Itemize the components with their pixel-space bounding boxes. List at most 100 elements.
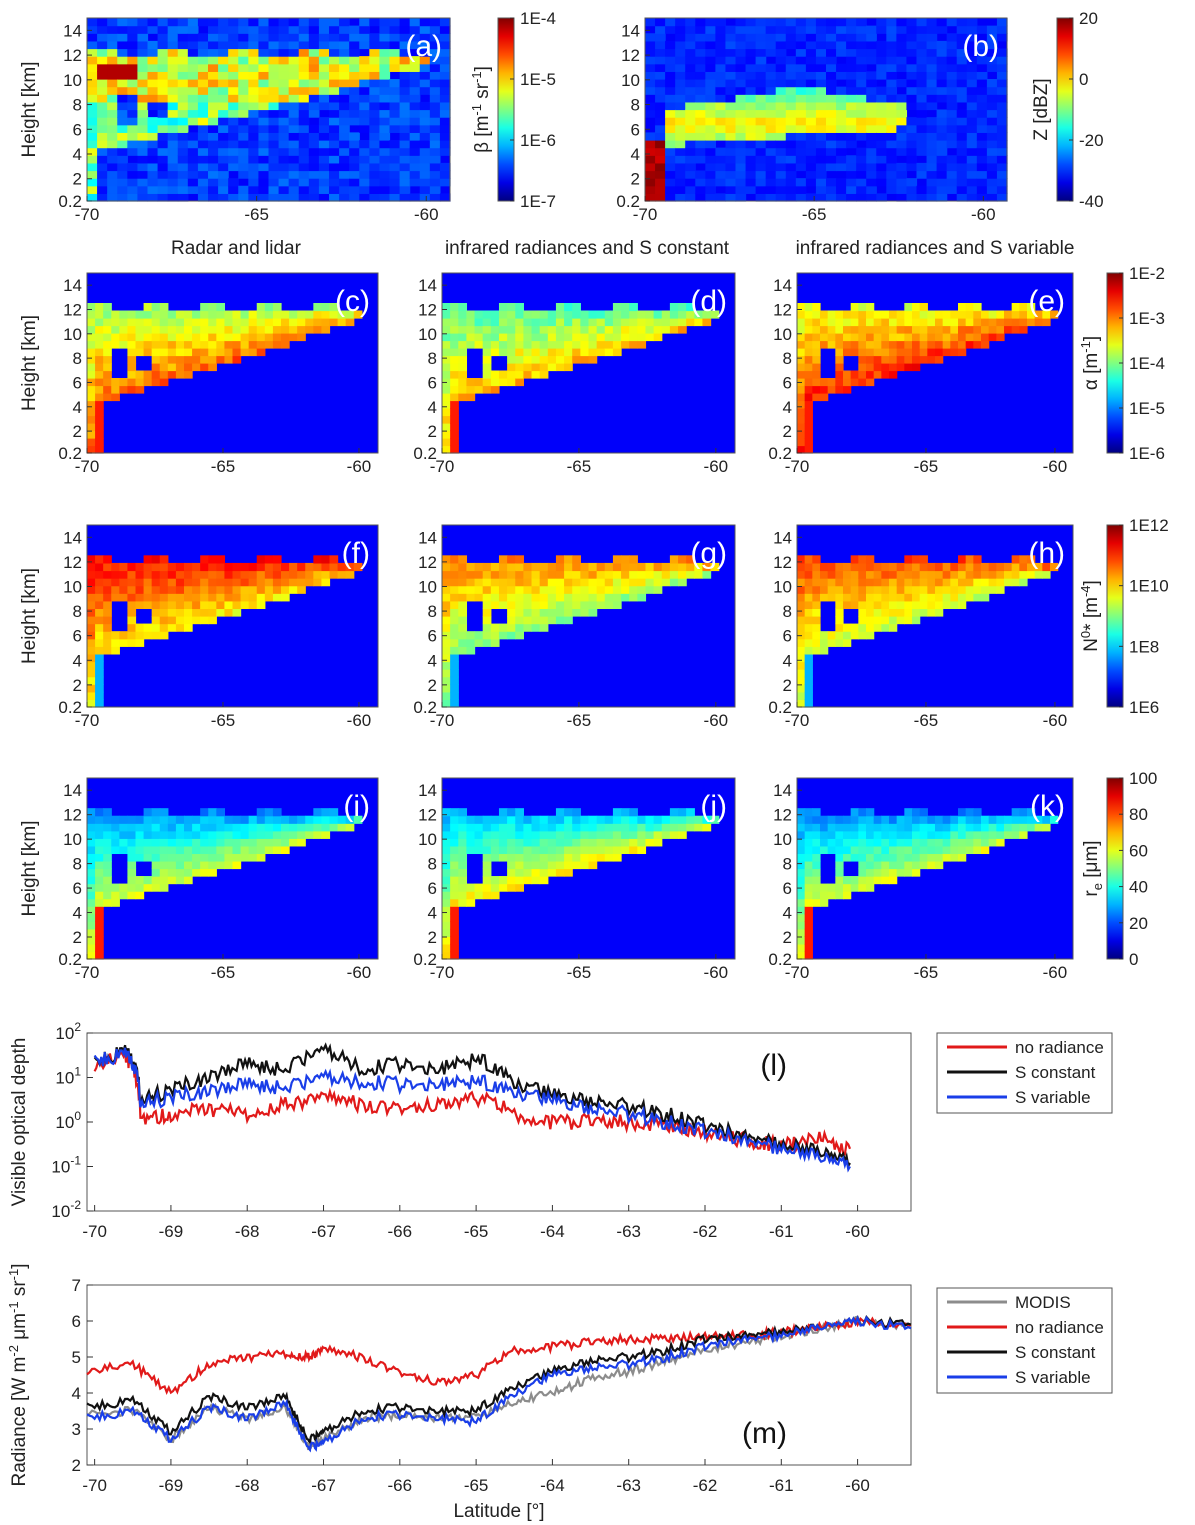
heatmap-cell — [866, 86, 877, 95]
heatmap-cell — [906, 178, 918, 187]
heatmap-cell — [785, 40, 797, 50]
heatmap-cell — [288, 117, 300, 126]
heatmap-cell — [248, 18, 260, 27]
heatmap-cell — [339, 124, 350, 133]
heatmap-cell — [785, 140, 797, 149]
heatmap-cell — [564, 868, 573, 877]
heatmap-cell — [572, 570, 581, 579]
heatmap-cell — [232, 823, 242, 832]
heatmap-cell — [429, 71, 441, 80]
heatmap-cell — [87, 830, 96, 839]
heatmap-cell — [956, 94, 968, 103]
heatmap-cell — [827, 318, 836, 327]
heatmap-cell — [846, 71, 857, 80]
heatmap-cell — [827, 830, 836, 839]
heatmap-cell — [159, 333, 169, 342]
heatmap-cell — [775, 101, 787, 111]
colorbar-label-part: -1 — [469, 104, 484, 116]
heatmap-cell — [127, 40, 139, 50]
heatmap-cell — [812, 853, 821, 862]
heatmap-cell — [200, 838, 209, 847]
heatmap-cell — [137, 193, 149, 202]
heatmap-cell — [208, 830, 217, 839]
heatmap-cell — [339, 109, 350, 118]
heatmap-cell — [359, 79, 370, 88]
heatmap-cell — [135, 570, 145, 579]
heatmap-cell — [197, 185, 209, 194]
heatmap-cell — [208, 363, 217, 372]
plot-frame — [86, 272, 379, 454]
heatmap-cell — [805, 63, 817, 72]
heatmap-cell — [107, 56, 118, 65]
heatmap-cell — [836, 25, 847, 34]
heatmap-cell — [409, 40, 421, 50]
heatmap-cell — [858, 310, 867, 319]
heatmap-cell — [167, 853, 177, 862]
heatmap-cell — [1019, 325, 1028, 334]
heatmap-cell — [208, 853, 217, 862]
heatmap-cell — [208, 570, 217, 579]
heatmap-cell — [308, 178, 320, 187]
column-title: infrared radiances and S variable — [796, 238, 1075, 259]
y-tick-label: 100 — [55, 1109, 81, 1132]
heatmap-cell — [856, 185, 867, 194]
heatmap-cell — [127, 71, 139, 80]
heatmap-cell — [886, 33, 897, 42]
heatmap-cell — [745, 25, 757, 34]
heatmap-cell — [715, 109, 727, 118]
heatmap-cell — [389, 40, 401, 50]
heatmap-cell — [629, 325, 638, 334]
x-tick-label: -65 — [802, 205, 827, 224]
heatmap-cell — [876, 40, 887, 50]
heatmap-cell — [988, 333, 997, 342]
heatmap-cell — [218, 101, 229, 111]
heatmap-cell — [197, 162, 209, 172]
heatmap-cell — [1050, 815, 1059, 824]
y-tick-label: 6 — [73, 627, 82, 646]
heatmap-cell — [715, 18, 727, 27]
heatmap-cell — [919, 570, 928, 579]
heatmap-cell — [143, 325, 153, 334]
heatmap-cell — [804, 585, 813, 594]
heatmap-cell — [912, 555, 921, 564]
heatmap-cell — [278, 33, 290, 42]
heatmap-cell — [337, 310, 347, 319]
heatmap-cell — [976, 63, 988, 72]
heatmap-cell — [906, 33, 918, 42]
heatmap-cell — [111, 333, 120, 342]
heatmap-cell — [702, 570, 712, 579]
heatmap-cell — [966, 40, 978, 50]
legend-entry-label: S variable — [1015, 1368, 1091, 1387]
heatmap-cell — [927, 608, 936, 617]
panel-label: (b) — [962, 30, 999, 63]
heatmap-cell — [339, 132, 350, 141]
heatmap-cell — [167, 94, 179, 103]
heatmap-cell — [904, 830, 913, 839]
heatmap-cell — [1019, 823, 1028, 832]
heatmap-cell — [555, 578, 565, 587]
heatmap-cell — [87, 808, 96, 817]
heatmap-cell — [906, 94, 918, 103]
heatmap-cell — [184, 868, 193, 877]
heatmap-cell — [197, 63, 209, 72]
heatmap-cell — [745, 140, 757, 149]
y-axis-label: Height [km] — [19, 315, 40, 411]
heatmap-cell — [805, 94, 817, 103]
y-tick-label: 6 — [73, 373, 82, 392]
heatmap-cell — [389, 18, 401, 27]
heatmap-cell — [281, 578, 290, 587]
heatmap-cell — [555, 355, 565, 364]
heatmap-cell — [143, 348, 153, 357]
heatmap-cell — [935, 348, 944, 357]
heatmap-cell — [797, 951, 806, 960]
heatmap-cell — [912, 853, 921, 862]
heatmap-cell — [175, 838, 185, 847]
heatmap-cell — [555, 830, 565, 839]
heatmap-cell — [596, 348, 606, 357]
heatmap-cell — [87, 94, 98, 103]
heatmap-cell — [804, 951, 813, 960]
heatmap-cell — [208, 845, 217, 855]
y-tick-label: 14 — [773, 781, 792, 800]
heatmap-cell — [272, 562, 282, 572]
heatmap-cell — [272, 808, 282, 817]
